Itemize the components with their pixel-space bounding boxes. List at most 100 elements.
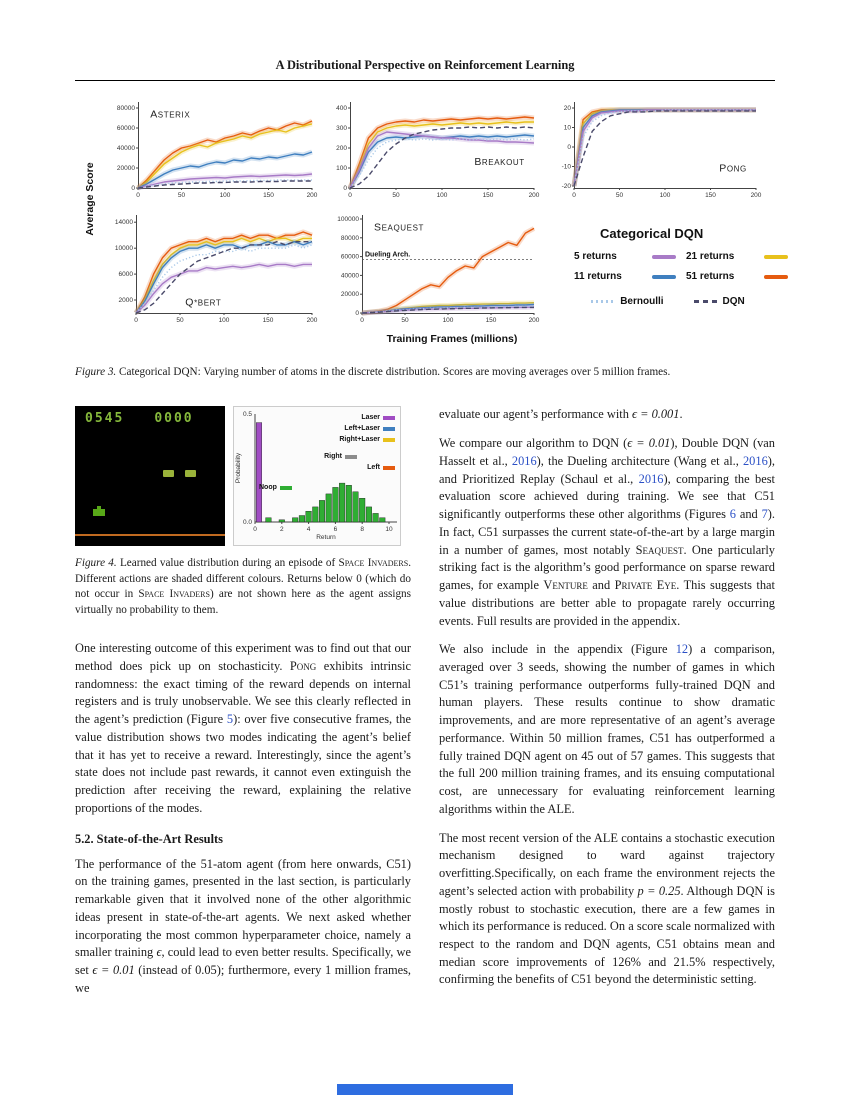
laser-swatch — [383, 416, 395, 420]
footer-link-bar[interactable] — [337, 1084, 513, 1095]
svg-text:0: 0 — [343, 185, 347, 192]
svg-text:0: 0 — [360, 317, 364, 324]
section-heading: 5.2. State-of-the-Art Results — [75, 831, 223, 846]
value-distribution-panel: 0.0 0.5 0 2 4 6 8 10 Return Probability Laser Lef… — [233, 406, 401, 547]
svg-text:PONG: PONG — [719, 163, 747, 175]
legend-item-51-returns: 51 returns — [686, 271, 788, 282]
qbert-chart: 2000 6000 10000 14000 0 50 100 150 200 Q*BERT — [115, 215, 318, 324]
svg-text:80000: 80000 — [117, 105, 135, 112]
svg-text:Probability: Probability — [235, 453, 242, 484]
reference-link[interactable]: 7 — [761, 507, 768, 522]
svg-text:50: 50 — [616, 192, 624, 199]
svg-text:200: 200 — [336, 145, 347, 152]
legend-title: Categorical DQN — [600, 226, 704, 241]
legend-item-11-returns: 11 returns — [574, 271, 676, 282]
figure3: Average Score 0 20000 40000 60000 80000 0 50 10… — [84, 97, 802, 345]
svg-text:60000: 60000 — [117, 125, 135, 132]
game-score: 0545 0000 — [85, 411, 194, 427]
two-column-body: 0545 0000 0.0 0.5 0 2 4 6 8 10 Return Probability… — [75, 406, 775, 1008]
right-column: evaluate our agent’s performance with ϵ … — [439, 406, 775, 1008]
noop-swatch — [279, 486, 292, 490]
legend-item-bernoulli: Bernoulli — [591, 296, 664, 307]
right-laser-swatch — [383, 438, 395, 442]
svg-text:40000: 40000 — [117, 145, 135, 152]
svg-text:200: 200 — [307, 317, 318, 324]
svg-text:Q*BERT: Q*BERT — [185, 297, 221, 309]
paragraph: One interesting outcome of this experime… — [75, 641, 411, 815]
svg-text:150: 150 — [705, 192, 716, 199]
legend-item-right: Right — [324, 453, 357, 460]
legend-item-left: Left — [367, 464, 395, 471]
reference-link[interactable]: 6 — [729, 507, 736, 522]
svg-text:150: 150 — [263, 317, 274, 324]
svg-text:50: 50 — [401, 317, 409, 324]
svg-text:100000: 100000 — [337, 216, 359, 223]
legend-item-dqn: DQN — [693, 296, 745, 307]
paragraph: The performance of the 51-atom agent (fr… — [75, 856, 411, 995]
svg-text:Return: Return — [316, 534, 336, 541]
blue-line-swatch — [652, 274, 676, 279]
svg-text:100: 100 — [660, 192, 671, 199]
legend-item-5-returns: 5 returns — [574, 251, 676, 262]
reference-link[interactable]: 2016 — [511, 453, 537, 468]
svg-text:8: 8 — [360, 526, 364, 533]
figure3-y-axis-label: Average Score — [84, 162, 96, 236]
right-swatch — [345, 455, 357, 459]
svg-text:150: 150 — [263, 192, 274, 199]
figure4-caption: Figure 4. Learned value distribution dur… — [75, 557, 411, 616]
dotted-line-swatch — [591, 300, 616, 303]
reference-link[interactable]: 2016 — [638, 471, 664, 486]
dashed-line-swatch — [693, 300, 718, 303]
paragraph: The most recent version of the ALE conta… — [439, 830, 776, 987]
reference-link[interactable]: 2016 — [742, 453, 768, 468]
svg-text:BREAKOUT: BREAKOUT — [474, 156, 524, 168]
legend-item-right-laser: Right+Laser — [339, 436, 395, 443]
paragraph: We also include in the appendix (Figure … — [439, 642, 776, 816]
svg-text:0.5: 0.5 — [243, 411, 252, 418]
figure3-caption: Figure 3. Categorical DQN: Varying numbe… — [75, 366, 671, 378]
running-head: A Distributional Perspective on Reinforc… — [275, 58, 575, 72]
svg-text:400: 400 — [336, 105, 347, 112]
svg-text:20000: 20000 — [341, 291, 359, 298]
svg-text:10000: 10000 — [115, 245, 133, 252]
seaquest-chart: 0 20000 40000 60000 80000 100000 0 50 100 150 200 D… — [337, 215, 540, 324]
space-invaders-screenshot: 0545 0000 — [75, 406, 225, 547]
breakout-chart: 0 100 200 300 400 0 50 100 150 200 BREAKOUT — [336, 102, 540, 199]
svg-text:150: 150 — [486, 317, 497, 324]
svg-text:0: 0 — [136, 192, 140, 199]
legend-item-left-laser: Left+Laser — [344, 425, 395, 432]
legend-item-noop: Noop — [259, 484, 292, 491]
legend-item-21-returns: 21 returns — [686, 251, 788, 262]
svg-text:6: 6 — [334, 526, 338, 533]
yellow-line-swatch — [764, 254, 788, 259]
reference-link[interactable]: 5 — [226, 712, 234, 727]
svg-text:-10: -10 — [562, 164, 572, 171]
svg-text:100: 100 — [336, 165, 347, 172]
asterix-chart: 0 20000 40000 60000 80000 0 50 100 150 200 ASTERIX — [117, 102, 318, 199]
svg-text:50: 50 — [392, 192, 400, 199]
svg-text:-20: -20 — [562, 183, 572, 190]
figure4: 0545 0000 0.0 0.5 0 2 4 6 8 10 Return Probability… — [75, 406, 411, 547]
ground-line — [75, 534, 225, 537]
svg-text:10: 10 — [564, 125, 572, 132]
reference-link[interactable]: 12 — [675, 642, 689, 657]
purple-line-swatch — [652, 254, 676, 259]
svg-text:150: 150 — [483, 192, 494, 199]
invader-sprite — [185, 470, 196, 478]
figure3-chart-grid: 0 20000 40000 60000 80000 0 50 100 150 200 ASTERIX… — [106, 97, 802, 331]
svg-text:SEAQUEST: SEAQUEST — [374, 221, 424, 233]
svg-text:60000: 60000 — [341, 254, 359, 261]
svg-text:100: 100 — [220, 192, 231, 199]
header-rule — [75, 80, 775, 81]
legend-item-laser: Laser — [361, 414, 395, 421]
svg-text:ASTERIX: ASTERIX — [150, 109, 190, 121]
svg-text:4: 4 — [307, 526, 311, 533]
svg-text:200: 200 — [529, 317, 540, 324]
svg-text:0: 0 — [572, 192, 576, 199]
figure3-legend: Categorical DQN 5 returns 21 returns 11 … — [550, 210, 788, 331]
svg-text:50: 50 — [178, 192, 186, 199]
svg-text:100: 100 — [219, 317, 230, 324]
svg-text:0: 0 — [134, 317, 138, 324]
